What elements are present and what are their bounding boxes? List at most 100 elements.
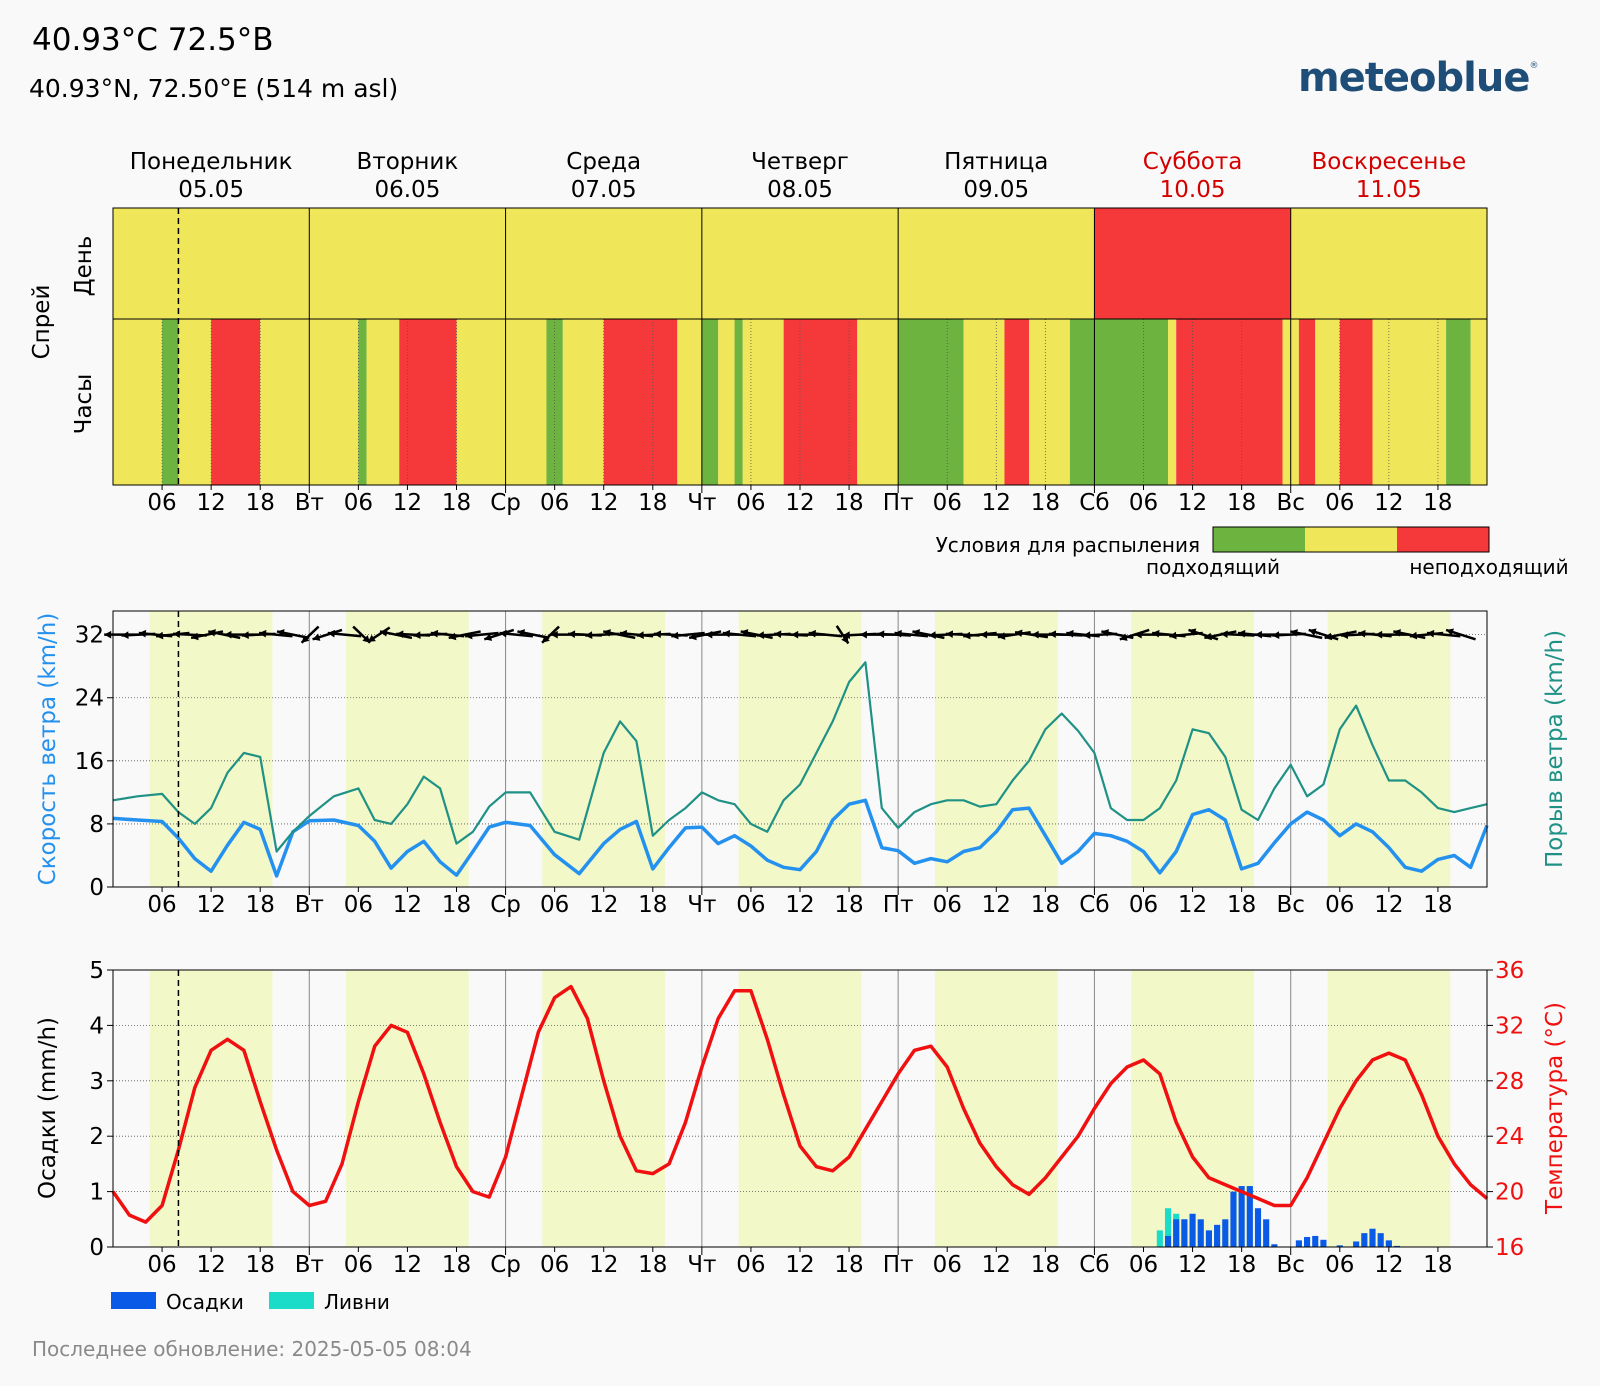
x-tick-label: 12 [393, 892, 422, 918]
x-tick-label: 18 [246, 490, 275, 516]
x-tick-label: Пт [883, 490, 914, 516]
x-tick-label: 18 [442, 490, 471, 516]
day-name-1: Вторник [357, 149, 459, 175]
precipitation-bar [1385, 1240, 1392, 1247]
x-tick-label: 12 [589, 490, 618, 516]
x-tick-label: 18 [246, 1252, 275, 1278]
x-tick-label: Вс [1276, 892, 1304, 918]
precipitation-bar [1181, 1219, 1188, 1247]
x-tick-label: 18 [1031, 1252, 1060, 1278]
wind-direction-arrowhead [1083, 631, 1091, 639]
spray-hour-segment [701, 319, 719, 485]
precipitation-bar [1377, 1233, 1384, 1247]
wind-speed-line [112, 798, 1489, 878]
x-tick-label: 18 [1227, 490, 1256, 516]
spray-hour-segment [1176, 319, 1283, 485]
last-update-text: Последнее обновление: 2025-05-05 08:04 [32, 1337, 472, 1361]
wind-direction-arrowhead [104, 630, 112, 639]
precipitation-bar [1320, 1239, 1327, 1247]
wind-direction-arrowhead [155, 631, 164, 640]
wind-direction-arrowhead [1446, 628, 1454, 636]
spray-hour-segment [1282, 319, 1291, 485]
wind-direction-arrowhead [671, 631, 679, 640]
temp-axis-label: Температура (°C) [1542, 1002, 1568, 1215]
precipitation-bar [1361, 1233, 1368, 1247]
wind-direction-arrowhead [636, 631, 644, 639]
precipitation-bar [1254, 1208, 1262, 1247]
wind-direction-arrowhead [1101, 629, 1109, 637]
x-tick-label: 12 [785, 490, 814, 516]
wind-direction-arrowhead [997, 632, 1006, 640]
day-name-2: Среда [566, 149, 641, 175]
day-name-6: Воскресенье [1312, 149, 1467, 175]
wind-y-tick-label: 32 [75, 623, 104, 649]
daylight-band [149, 611, 273, 887]
wind-direction-arrowhead [1134, 630, 1142, 639]
spray-hour-segment [456, 319, 547, 485]
spray-hour-segment [113, 319, 163, 485]
x-tick-label: 12 [1178, 1252, 1207, 1278]
wind-direction-arrowhead [980, 630, 988, 639]
wind-direction-arrowhead [208, 629, 216, 637]
daylight-band [934, 970, 1058, 1247]
x-tick-label: 12 [982, 892, 1011, 918]
showers-bar [1156, 1230, 1163, 1247]
wind-direction-arrowhead [465, 631, 473, 640]
wind-direction-arrowhead [301, 635, 310, 643]
precip-axis-label: Осадки (mm/h) [35, 1017, 61, 1199]
wind-direction-arrowhead [1119, 633, 1128, 641]
wind-direction-arrowhead [276, 629, 285, 637]
wind-y-tick-label: 8 [89, 812, 104, 838]
spray-hour-segment [898, 319, 964, 485]
x-tick-label: 18 [834, 892, 863, 918]
precipitation-bar [1336, 1245, 1343, 1247]
x-tick-label: 06 [1325, 490, 1354, 516]
daylight-band [346, 970, 469, 1247]
wind-direction-arrowhead [859, 630, 867, 639]
precipitation-bar [1393, 1245, 1401, 1247]
x-tick-label: 06 [736, 1252, 765, 1278]
precip-legend-label: Осадки [166, 1290, 244, 1314]
logo-mark: ® [1529, 61, 1539, 71]
x-tick-label: 06 [1325, 1252, 1354, 1278]
spray-hour-segment [1069, 319, 1169, 485]
x-tick-label: 06 [1129, 892, 1158, 918]
spray-legend-good-label: подходящий [1146, 555, 1280, 579]
spray-hour-segment [857, 319, 899, 485]
precipitation-bar [1304, 1237, 1311, 1247]
wind-direction-arrowhead [396, 630, 404, 639]
wind-gust-axis-label: Порыв ветра (km/h) [1542, 630, 1568, 868]
spray-legend-frame [1212, 526, 1490, 553]
x-tick-label: Чт [687, 490, 716, 516]
wind-direction-arrowhead [1254, 630, 1262, 639]
precipitation-bar [1173, 1219, 1180, 1247]
wind-direction-arrowhead [550, 630, 558, 639]
spray-day-cell [1290, 208, 1487, 319]
spray-hour-segment [366, 319, 400, 485]
spray-hour-segment [783, 319, 858, 485]
x-tick-label: 06 [933, 490, 962, 516]
wind-direction-arrowhead [1308, 628, 1317, 636]
temperature-line [111, 984, 1489, 1224]
x-tick-label: 18 [246, 892, 275, 918]
wind-direction-arrowhead [808, 629, 816, 638]
meteoblue-logo[interactable]: meteoblue® [1298, 55, 1539, 101]
precipitation-bar [1222, 1219, 1229, 1247]
x-tick-label: 06 [933, 892, 962, 918]
wind-direction-arrowhead [542, 635, 550, 643]
x-tick-label: 06 [344, 490, 373, 516]
wind-direction-arrowhead [241, 631, 249, 639]
precipitation-bar [1189, 1213, 1196, 1247]
x-tick-label: 06 [147, 490, 176, 516]
daylight-band [346, 611, 469, 887]
wind-direction-arrowhead [1393, 629, 1401, 637]
x-tick-label: 12 [982, 490, 1011, 516]
x-tick-label: Ср [490, 1252, 521, 1278]
wind-direction-arrowhead [585, 631, 593, 639]
spray-legend-swatch [1397, 527, 1489, 552]
day-name-0: Понедельник [130, 149, 293, 175]
x-tick-label: 18 [638, 892, 667, 918]
x-tick-label: 18 [1031, 892, 1060, 918]
spray-hour-segment [963, 319, 1005, 485]
